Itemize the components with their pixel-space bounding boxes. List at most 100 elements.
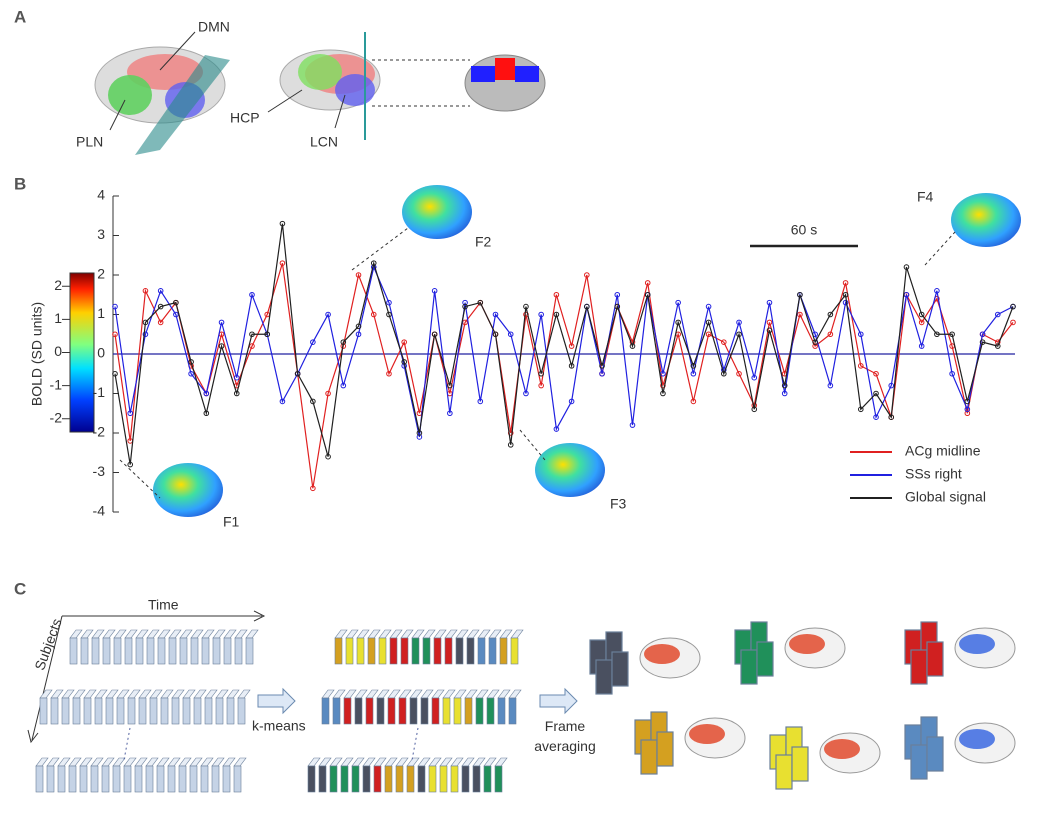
cluster-maps — [590, 622, 1015, 789]
cluster-frame — [757, 642, 773, 676]
frame-block — [322, 698, 329, 724]
frame-block — [103, 630, 115, 638]
frame-block — [445, 638, 452, 664]
cluster-frame — [927, 642, 943, 676]
frame-block — [172, 690, 184, 698]
frame-block — [51, 698, 58, 724]
frame-block — [216, 698, 223, 724]
frame-block — [146, 766, 153, 792]
time-label: Time — [148, 597, 179, 613]
frame-block — [388, 698, 395, 724]
cluster-frame — [911, 745, 927, 779]
frame-block — [124, 758, 136, 766]
frame-block — [95, 698, 102, 724]
frame-block — [117, 690, 129, 698]
frame-block — [135, 758, 147, 766]
frame-block — [335, 630, 347, 638]
frame-block — [58, 758, 70, 766]
frame-block — [36, 766, 43, 792]
frame-block — [346, 630, 358, 638]
frame-block — [352, 766, 359, 792]
frame-block — [443, 690, 455, 698]
frame-block — [390, 638, 397, 664]
frame-block — [407, 766, 414, 792]
frame-block — [418, 758, 430, 766]
frame-block — [355, 690, 367, 698]
cluster-frame — [612, 652, 628, 686]
frame-block — [476, 698, 483, 724]
frame-block — [489, 630, 501, 638]
frame-block — [205, 698, 212, 724]
frame-block — [467, 630, 479, 638]
frame-block — [379, 638, 386, 664]
frame-block — [465, 690, 477, 698]
frame-block — [246, 630, 258, 638]
frame-block — [69, 766, 76, 792]
frame-block — [465, 698, 472, 724]
frame-block — [117, 698, 124, 724]
frame-block — [357, 638, 364, 664]
frame-block — [213, 630, 225, 638]
frame-block — [84, 690, 96, 698]
frame-block — [161, 698, 168, 724]
frame-block — [168, 766, 175, 792]
frame-block — [124, 766, 131, 792]
frame-block — [423, 630, 435, 638]
frame-label: F2 — [475, 234, 492, 250]
frame-block — [478, 630, 490, 638]
frame-block — [136, 638, 143, 664]
frame-block — [443, 698, 450, 724]
panel-label: C — [14, 579, 26, 598]
frame-block — [308, 758, 320, 766]
colorbar-tick-label: 1 — [54, 310, 62, 326]
frame-block — [235, 630, 247, 638]
frame-block — [179, 766, 186, 792]
frame-block — [412, 630, 424, 638]
frame-block — [322, 690, 334, 698]
frame-block — [476, 690, 488, 698]
frame-block — [412, 638, 419, 664]
frame-block — [341, 766, 348, 792]
frame-block — [201, 758, 213, 766]
frame-block — [212, 758, 224, 766]
frame-block — [202, 630, 214, 638]
frame-block — [180, 638, 187, 664]
figure: A DMN PLN HCP LCN B BOLD (SD units) -4-3… — [0, 0, 1047, 808]
frame-block — [440, 766, 447, 792]
y-axis-label: BOLD (SD units) — [29, 302, 45, 406]
cluster-brain-map — [644, 644, 680, 664]
frame-label: F3 — [610, 496, 627, 512]
frame-block — [451, 766, 458, 792]
frame-block — [168, 758, 180, 766]
frame-block — [158, 638, 165, 664]
frame-block — [341, 758, 353, 766]
frame-block — [92, 638, 99, 664]
frame-block — [125, 630, 137, 638]
frame-block — [366, 698, 373, 724]
frame-block — [169, 630, 181, 638]
y-tick-label: -2 — [93, 424, 106, 440]
region-label: PLN — [76, 134, 103, 150]
cluster-brain-map — [959, 634, 995, 654]
frame-block — [139, 690, 151, 698]
frame-block — [62, 690, 74, 698]
frame-block — [440, 758, 452, 766]
frame-brains — [120, 185, 1021, 517]
frame-block — [377, 690, 389, 698]
y-tick-label: 0 — [97, 345, 105, 361]
frame-block — [487, 690, 499, 698]
frame-block — [70, 638, 77, 664]
frame-block — [473, 766, 480, 792]
frame-block — [95, 690, 107, 698]
cluster-brain-map — [824, 739, 860, 759]
frame-block — [62, 698, 69, 724]
frame-block — [500, 638, 507, 664]
frame-block — [421, 698, 428, 724]
scale-bar-label: 60 s — [791, 222, 817, 238]
frame-block — [92, 630, 104, 638]
frame-block — [357, 630, 369, 638]
frame-block — [352, 758, 364, 766]
frame-block — [106, 698, 113, 724]
frame-block — [432, 698, 439, 724]
frame-block — [484, 766, 491, 792]
